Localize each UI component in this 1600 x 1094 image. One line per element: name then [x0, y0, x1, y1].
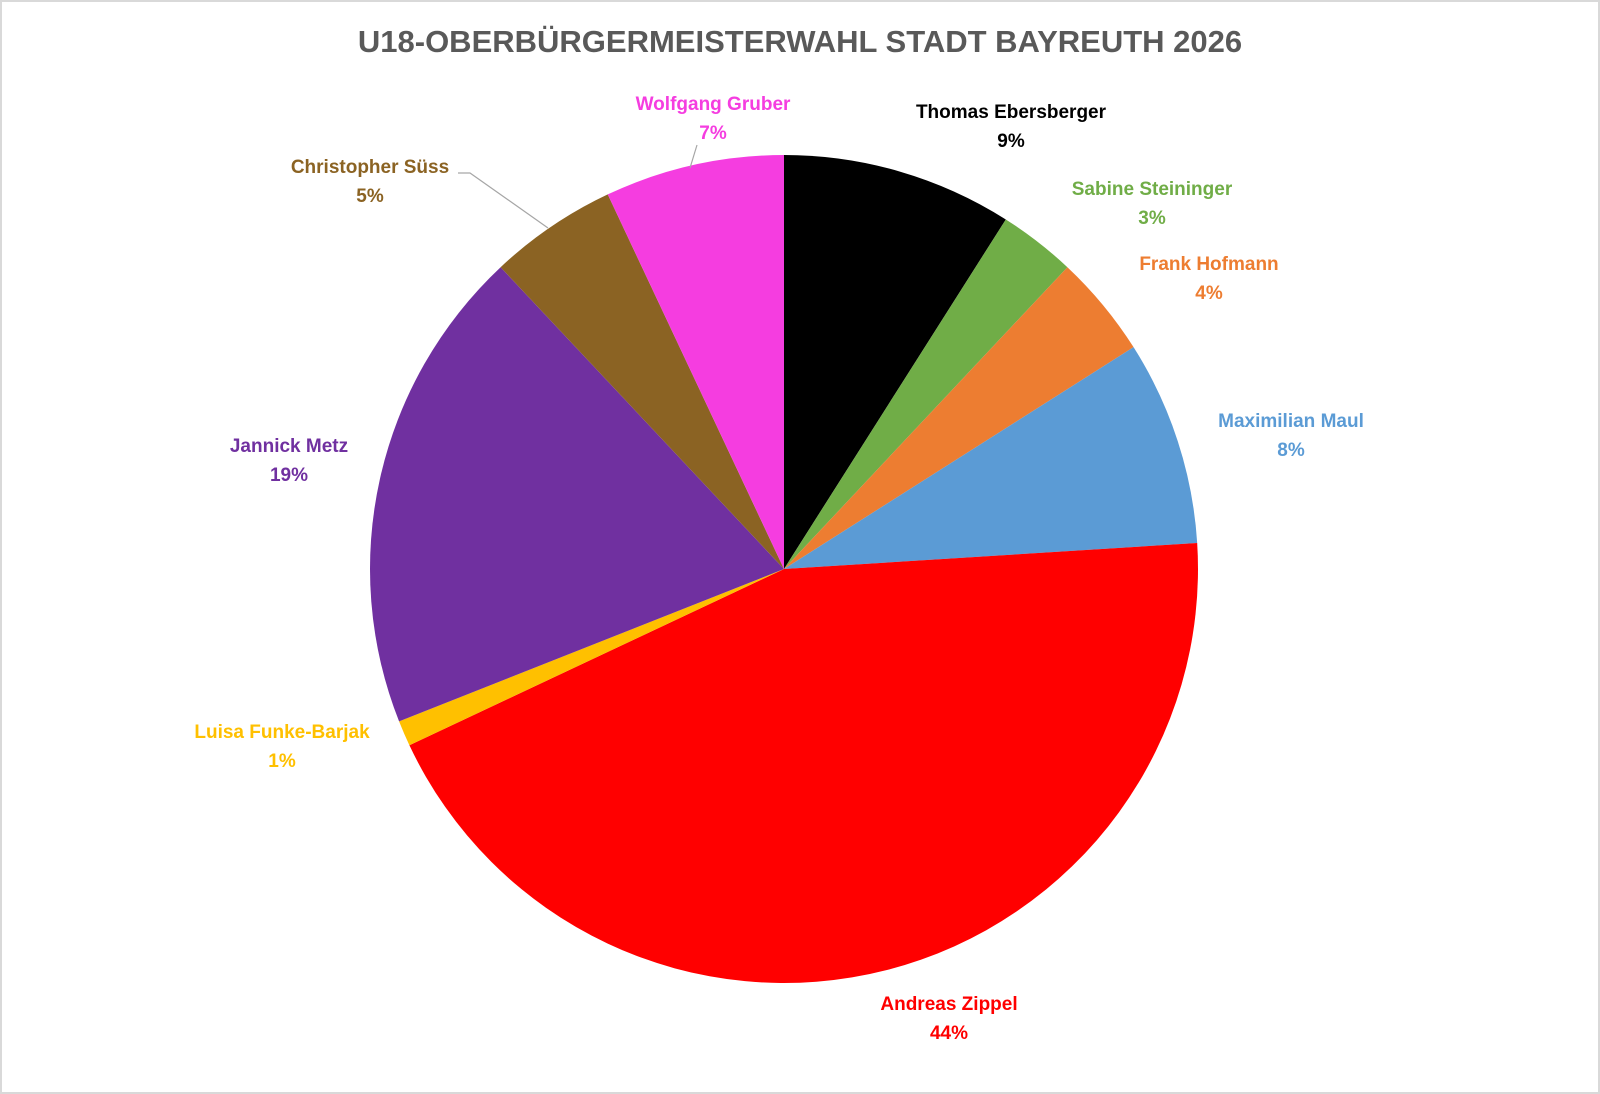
- pie-slice: [784, 219, 1068, 569]
- pie-slice: [500, 194, 784, 569]
- slice-label-value: 5%: [356, 186, 384, 207]
- leader-line: [458, 172, 549, 229]
- pie-slice: [607, 155, 784, 569]
- slice-label-name: Sabine Steininger: [1072, 179, 1233, 200]
- slice-label-name: Jannick Metz: [230, 436, 348, 457]
- slice-label-value: 8%: [1277, 440, 1305, 461]
- slice-label-value: 1%: [268, 751, 296, 772]
- slice-label-value: 19%: [270, 465, 308, 486]
- chart-title: U18-OBERBÜRGERMEISTERWAHL STADT BAYREUTH…: [358, 24, 1242, 59]
- slice-label-value: 4%: [1195, 283, 1223, 304]
- pie-slice: [784, 155, 1006, 569]
- slice-label-value: 3%: [1138, 208, 1166, 229]
- pie-slice: [784, 347, 1198, 569]
- pie-slice: [784, 267, 1134, 569]
- slice-label-name: Thomas Ebersberger: [916, 102, 1107, 123]
- pie-slice: [369, 267, 784, 722]
- slice-label-name: Christopher Süss: [291, 157, 449, 178]
- slice-label-name: Maximilian Maul: [1218, 411, 1364, 432]
- pie-slice: [409, 543, 1199, 983]
- pie-slice: [399, 569, 784, 746]
- slice-label-name: Wolfgang Gruber: [636, 94, 791, 115]
- slice-label-name: Luisa Funke-Barjak: [194, 722, 370, 743]
- slice-label-value: 9%: [997, 131, 1025, 152]
- slice-label-value: 7%: [699, 123, 727, 144]
- slice-label-name: Andreas Zippel: [880, 994, 1017, 1015]
- leader-line: [689, 144, 698, 169]
- slice-label-value: 44%: [930, 1023, 968, 1044]
- slice-label-name: Frank Hofmann: [1139, 254, 1278, 275]
